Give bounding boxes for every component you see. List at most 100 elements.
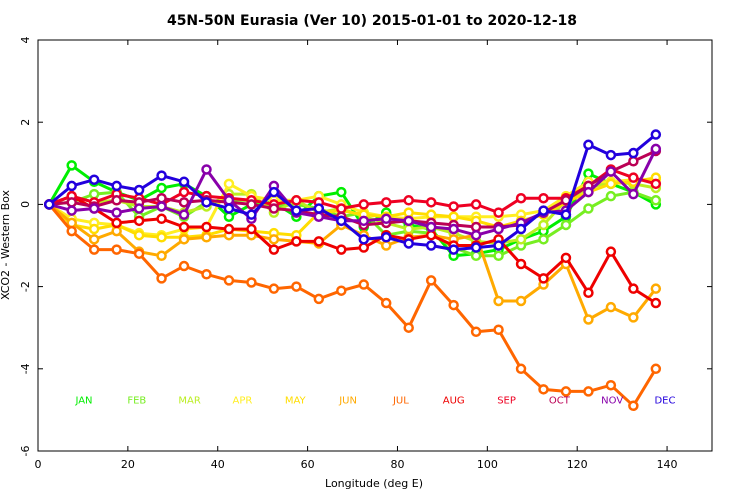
data-point: [156, 250, 167, 262]
data-point: [515, 363, 527, 375]
data-point: [291, 195, 302, 206]
data-point: [156, 192, 167, 204]
plot-frame: [37, 39, 713, 452]
data-point: [605, 301, 617, 313]
data-point: [403, 215, 414, 227]
x-tick-label: 60: [301, 458, 315, 471]
data-point: [223, 195, 235, 206]
legend-entry: MAY: [285, 396, 307, 407]
legend-entry: MAR: [178, 396, 200, 407]
data-point: [291, 281, 302, 292]
data-point: [650, 283, 662, 294]
data-point: [493, 223, 504, 235]
data-point: [313, 293, 325, 305]
data-point: [650, 297, 662, 309]
data-point: [605, 178, 617, 190]
data-point: [425, 240, 437, 251]
series-line: [48, 203, 658, 408]
data-point: [336, 244, 347, 255]
data-point: [133, 229, 145, 241]
data-point: [493, 207, 504, 218]
x-tick-label: 20: [121, 458, 135, 471]
data-point: [268, 186, 280, 198]
data-point: [201, 221, 212, 233]
data-point: [628, 312, 639, 323]
data-point: [178, 260, 190, 272]
data-point: [583, 139, 594, 151]
data-point: [156, 232, 167, 243]
data-point: [628, 172, 639, 183]
y-tick-label: 0: [19, 201, 32, 208]
data-point: [178, 221, 190, 233]
data-point: [448, 211, 459, 222]
data-point: [515, 223, 527, 235]
data-point: [223, 223, 235, 235]
data-point: [268, 244, 280, 255]
y-tick-label: -4: [19, 363, 32, 374]
legend-entry: JUN: [338, 396, 357, 407]
data-point: [425, 209, 437, 220]
data-point: [448, 244, 459, 255]
data-point: [66, 180, 77, 192]
legend-entry: SEP: [497, 396, 516, 407]
data-point: [178, 176, 190, 188]
data-point: [470, 326, 482, 338]
data-point: [336, 285, 347, 296]
data-point: [88, 203, 100, 214]
data-point: [268, 203, 280, 214]
data-point: [448, 223, 459, 235]
legend-entry: APR: [233, 396, 253, 407]
data-point: [650, 143, 662, 155]
data-point: [583, 386, 594, 397]
data-point: [470, 250, 482, 262]
data-point: [493, 240, 504, 251]
data-point: [88, 174, 100, 185]
data-point: [223, 203, 235, 214]
data-point: [178, 209, 190, 220]
data-point: [201, 269, 212, 280]
data-point: [111, 217, 122, 229]
legend-entry: JAN: [74, 396, 92, 407]
data-point: [88, 188, 100, 200]
legend-entry: NOV: [601, 396, 623, 407]
data-point: [403, 207, 414, 218]
data-point: [380, 240, 392, 251]
data-point: [178, 234, 190, 245]
data-point: [66, 205, 77, 216]
x-tick-label: 140: [657, 458, 678, 471]
data-point: [470, 221, 482, 233]
data-point: [358, 199, 370, 210]
data-point: [583, 168, 594, 179]
data-point: [268, 283, 280, 294]
data-point: [111, 180, 122, 192]
data-point: [201, 164, 212, 175]
data-point: [425, 275, 437, 286]
legend-entry: DEC: [654, 396, 675, 407]
y-axis-label: XCO2 - Western Box: [0, 189, 12, 300]
data-point: [470, 242, 482, 253]
y-tick-label: 4: [19, 37, 32, 44]
data-point: [650, 178, 662, 190]
data-point: [133, 203, 145, 214]
data-point: [493, 324, 504, 336]
data-point: [133, 215, 145, 227]
series-line: [48, 176, 657, 239]
data-point: [470, 199, 482, 210]
data-point: [448, 299, 459, 311]
data-point: [380, 197, 392, 208]
data-point: [358, 279, 370, 290]
data-point: [313, 203, 325, 214]
data-point: [538, 219, 549, 231]
data-point: [223, 275, 235, 286]
data-point: [358, 215, 370, 227]
data-point: [403, 238, 414, 249]
data-point: [156, 213, 167, 225]
data-point: [246, 209, 257, 220]
data-point: [111, 195, 122, 206]
data-point: [223, 211, 235, 222]
data-point: [380, 213, 392, 225]
data-point: [515, 295, 527, 307]
data-point: [515, 234, 527, 245]
series-line: [48, 133, 657, 252]
data-point: [66, 197, 77, 208]
